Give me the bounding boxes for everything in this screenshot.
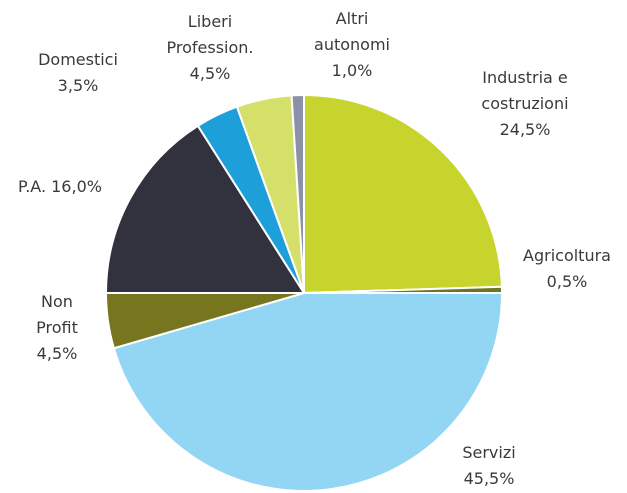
category-label: Liberi Profession. bbox=[166, 12, 254, 57]
slice-label: Liberi Profession. 4,5% bbox=[155, 9, 265, 87]
category-label: Domestici bbox=[38, 50, 118, 69]
value-label: 3,5% bbox=[57, 76, 99, 95]
value-label: 24,5% bbox=[499, 120, 551, 139]
slice-label: Industria e costruzioni 24,5% bbox=[455, 65, 595, 143]
category-label: Agricoltura bbox=[523, 246, 611, 265]
value-label: 1,0% bbox=[331, 61, 373, 80]
category-label: Servizi bbox=[462, 443, 516, 462]
value-label: 16,0% bbox=[51, 177, 102, 196]
value-label: 45,5% bbox=[463, 469, 515, 488]
value-label: 4,5% bbox=[36, 344, 78, 363]
pie-slice bbox=[290, 93, 305, 294]
slice-label: Servizi 45,5% bbox=[439, 440, 539, 492]
category-label: Non Profit bbox=[36, 292, 78, 337]
value-label: 0,5% bbox=[546, 272, 588, 291]
category-label: P.A. bbox=[18, 177, 47, 196]
category-label: Industria e costruzioni bbox=[481, 68, 569, 113]
pie-slice bbox=[104, 124, 306, 294]
value-label: 4,5% bbox=[189, 64, 231, 83]
slice-label: Non Profit 4,5% bbox=[32, 289, 82, 367]
pie-slice bbox=[303, 93, 503, 295]
category-label: Altri autonomi bbox=[314, 9, 390, 54]
pie-slice bbox=[112, 292, 504, 492]
slice-label: P.A. 16,0% bbox=[0, 174, 130, 200]
slice-label: Altri autonomi 1,0% bbox=[307, 6, 397, 84]
slice-label: Agricoltura 0,5% bbox=[507, 243, 627, 295]
slice-label: Domestici 3,5% bbox=[23, 47, 133, 99]
